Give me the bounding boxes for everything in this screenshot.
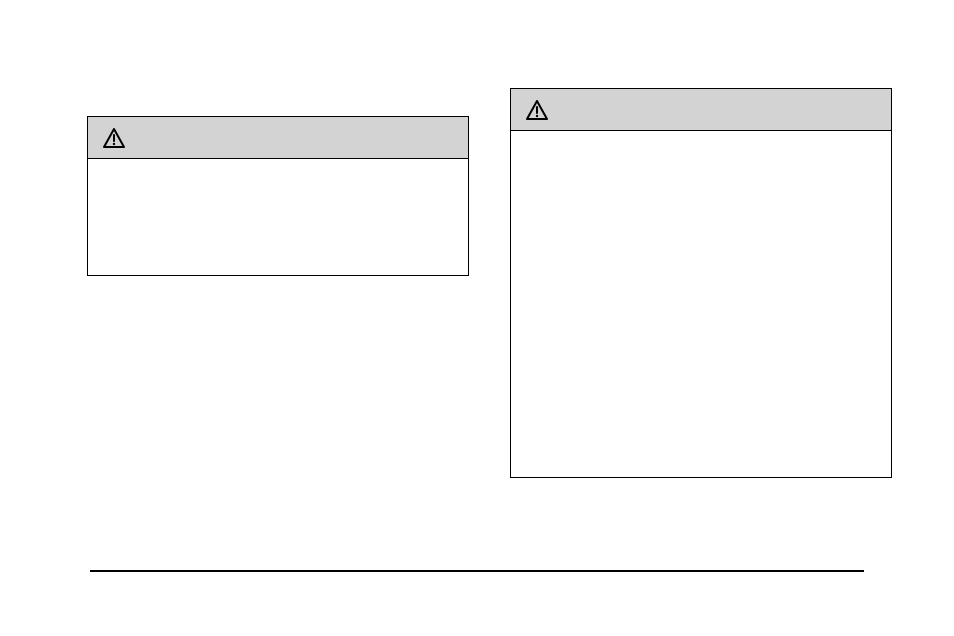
warning-triangle-icon [525, 99, 549, 121]
warning-triangle-icon [102, 127, 126, 149]
horizontal-rule [90, 570, 864, 572]
warning-box-right-header [511, 89, 891, 131]
warning-box-left [87, 116, 469, 276]
warning-box-right [510, 88, 892, 478]
warning-box-right-body [511, 131, 891, 151]
warning-box-left-header [88, 117, 468, 159]
warning-box-left-body [88, 159, 468, 179]
